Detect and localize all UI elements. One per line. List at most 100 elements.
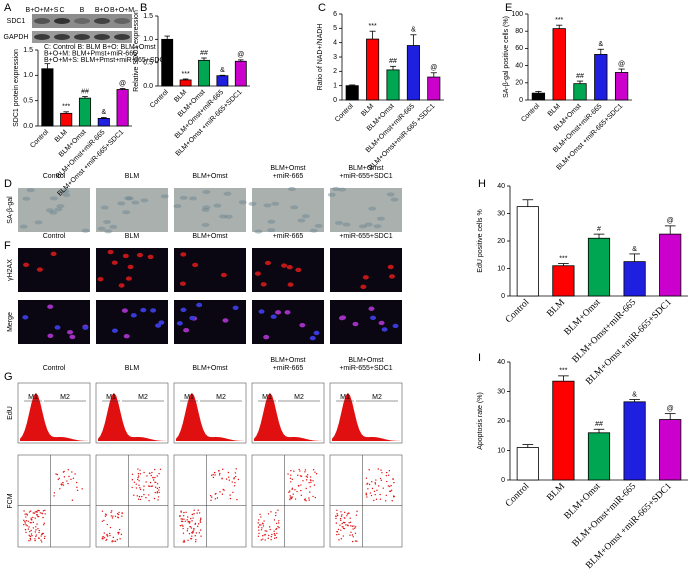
event — [38, 537, 40, 539]
column-header: Control — [43, 173, 66, 180]
event — [342, 535, 344, 537]
x-tick-label: BLM+Omst+miR-665 — [571, 481, 639, 549]
nucleus — [180, 252, 187, 257]
error-bar — [44, 63, 51, 69]
gate-label: M1 — [28, 394, 38, 401]
nucleus — [189, 315, 196, 321]
event — [27, 528, 30, 530]
event — [214, 471, 216, 474]
nucleus — [368, 306, 375, 311]
event — [148, 500, 150, 502]
significance: *** — [182, 71, 190, 78]
event — [289, 495, 291, 497]
error-bar — [593, 428, 605, 433]
nucleus — [313, 330, 320, 336]
event — [70, 478, 72, 481]
event — [309, 479, 312, 481]
error-bar — [430, 72, 437, 78]
event — [37, 515, 39, 518]
column-header: BLM — [125, 173, 140, 180]
y-tick-label: 1.0 — [143, 36, 153, 43]
gate-label: M2 — [60, 394, 70, 401]
cell — [327, 192, 336, 197]
event — [273, 532, 276, 535]
event — [393, 481, 395, 484]
event — [259, 513, 261, 516]
event — [308, 497, 310, 499]
event — [234, 482, 236, 484]
nucleus — [111, 260, 118, 265]
event — [305, 500, 307, 502]
event — [340, 511, 342, 513]
x-tick-label: BLM — [173, 89, 188, 104]
event — [392, 478, 394, 480]
gate-label: M1 — [184, 394, 194, 401]
event — [352, 536, 354, 538]
column-header: +miR-665 — [273, 365, 304, 372]
event — [385, 494, 388, 496]
event — [216, 497, 219, 499]
nucleus — [107, 249, 114, 255]
cell — [267, 228, 276, 233]
bar — [614, 72, 629, 101]
error-bar — [522, 199, 534, 207]
event — [24, 520, 26, 523]
event — [341, 522, 343, 525]
event — [366, 483, 368, 485]
event — [109, 534, 111, 537]
event — [341, 514, 343, 516]
event — [24, 513, 26, 515]
cell — [45, 208, 54, 213]
event — [387, 485, 390, 487]
event — [227, 476, 230, 478]
cell — [314, 223, 323, 228]
event — [139, 488, 142, 491]
event — [352, 528, 354, 530]
event — [106, 534, 108, 536]
event — [195, 532, 198, 534]
event — [137, 473, 140, 475]
event — [291, 488, 293, 490]
event — [299, 475, 302, 477]
event — [81, 488, 83, 490]
error-bar — [389, 65, 397, 70]
event — [38, 509, 40, 512]
event — [110, 515, 113, 517]
micrograph — [96, 188, 168, 232]
event — [34, 539, 36, 542]
event — [28, 511, 31, 513]
event — [388, 470, 391, 472]
y-tick-label: 5 — [333, 25, 337, 32]
event — [275, 537, 278, 539]
event — [222, 468, 224, 470]
event — [157, 496, 160, 498]
event — [43, 537, 46, 540]
event — [260, 516, 262, 518]
event — [263, 520, 265, 522]
event — [197, 509, 199, 511]
event — [106, 523, 108, 526]
cell — [97, 226, 106, 231]
y-tick-label: 30 — [497, 210, 505, 217]
nucleus — [176, 321, 183, 326]
event — [25, 513, 28, 515]
nucleus — [220, 272, 227, 278]
y-axis-label: EdU positive cells % — [477, 209, 484, 272]
event — [198, 532, 201, 534]
event — [384, 500, 387, 502]
event — [304, 471, 306, 473]
event — [379, 493, 381, 496]
column-header: BLM — [125, 233, 140, 240]
bar — [552, 265, 575, 297]
event — [199, 529, 202, 531]
event — [182, 525, 184, 527]
event — [235, 475, 237, 478]
event — [158, 472, 160, 475]
event — [389, 490, 392, 493]
significance: & — [220, 67, 225, 74]
event — [146, 475, 148, 477]
x-tick-label: Control — [149, 88, 170, 109]
event — [35, 529, 37, 531]
nucleus — [179, 281, 186, 286]
event — [264, 534, 267, 536]
